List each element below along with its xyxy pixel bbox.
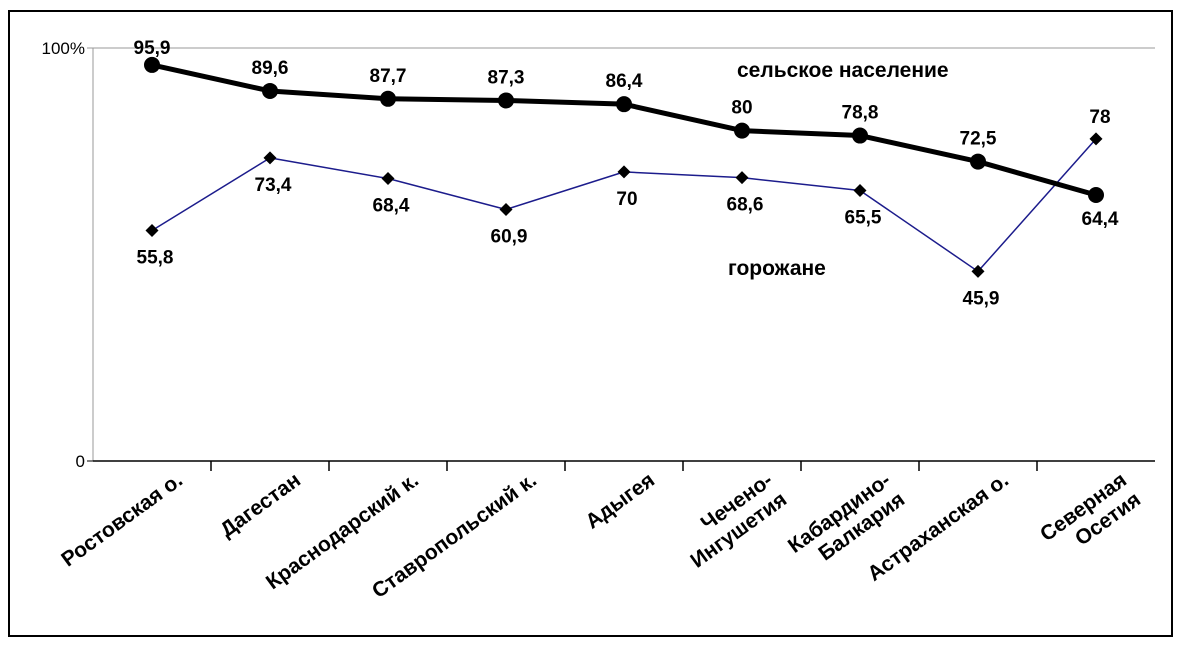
data-label: 95,9	[134, 38, 171, 59]
data-label: 87,7	[370, 66, 407, 87]
x-tick-label: Ростовская о.	[57, 468, 187, 571]
series-layer	[144, 56, 1104, 278]
data-label: 45,9	[963, 288, 1000, 309]
data-label: 64,4	[1082, 209, 1119, 230]
data-point	[735, 171, 749, 185]
data-point	[381, 172, 395, 186]
data-label: 80	[731, 98, 752, 119]
data-point	[499, 202, 513, 216]
labels-layer: 95,9 89,6 87,7 87,3 86,4 80 78,8 72,5 64,4 55,8 73…	[134, 38, 1119, 310]
x-tick-label: Дагестан	[216, 468, 305, 541]
x-tick-label-line: Ростовская о.	[57, 468, 187, 571]
data-point	[971, 264, 985, 278]
data-label: 78,8	[842, 103, 879, 124]
data-point	[380, 90, 396, 107]
data-label: 72,5	[960, 129, 997, 150]
x-tick-label: Чечено-Ингушетия	[672, 468, 791, 572]
data-label: 89,6	[252, 58, 289, 79]
data-point	[617, 165, 631, 179]
data-point	[853, 183, 867, 197]
x-tick-label-line: Дагестан	[216, 468, 305, 541]
data-label: 78	[1089, 107, 1110, 128]
data-point	[1088, 187, 1104, 204]
data-point	[1089, 132, 1103, 146]
data-label: 70	[616, 189, 637, 210]
x-tick-label-line: Адыгея	[581, 468, 659, 533]
data-point	[498, 92, 514, 109]
y-tick-label: 100%	[42, 39, 85, 58]
data-point	[263, 151, 277, 165]
data-label: 68,6	[727, 195, 764, 216]
data-point	[616, 96, 632, 113]
series-name-urban: горожане	[728, 257, 826, 280]
data-point	[262, 82, 278, 99]
data-point	[145, 224, 159, 238]
data-label: 60,9	[491, 226, 528, 247]
data-point	[734, 122, 750, 139]
x-tick-label: СевернаяОсетия	[1036, 468, 1145, 565]
data-point	[970, 153, 986, 170]
data-point	[144, 56, 160, 73]
x-tick-label: Адыгея	[581, 468, 659, 533]
outer-frame	[8, 10, 1173, 637]
data-label: 65,5	[845, 207, 882, 228]
data-label: 55,8	[137, 248, 174, 269]
data-label: 86,4	[606, 71, 643, 92]
data-point	[852, 127, 868, 144]
data-label: 68,4	[373, 196, 410, 217]
data-label: 73,4	[255, 175, 292, 196]
data-label: 87,3	[488, 67, 525, 88]
series-name-rural: сельское население	[737, 59, 949, 82]
y-tick-label: 0	[76, 452, 85, 471]
